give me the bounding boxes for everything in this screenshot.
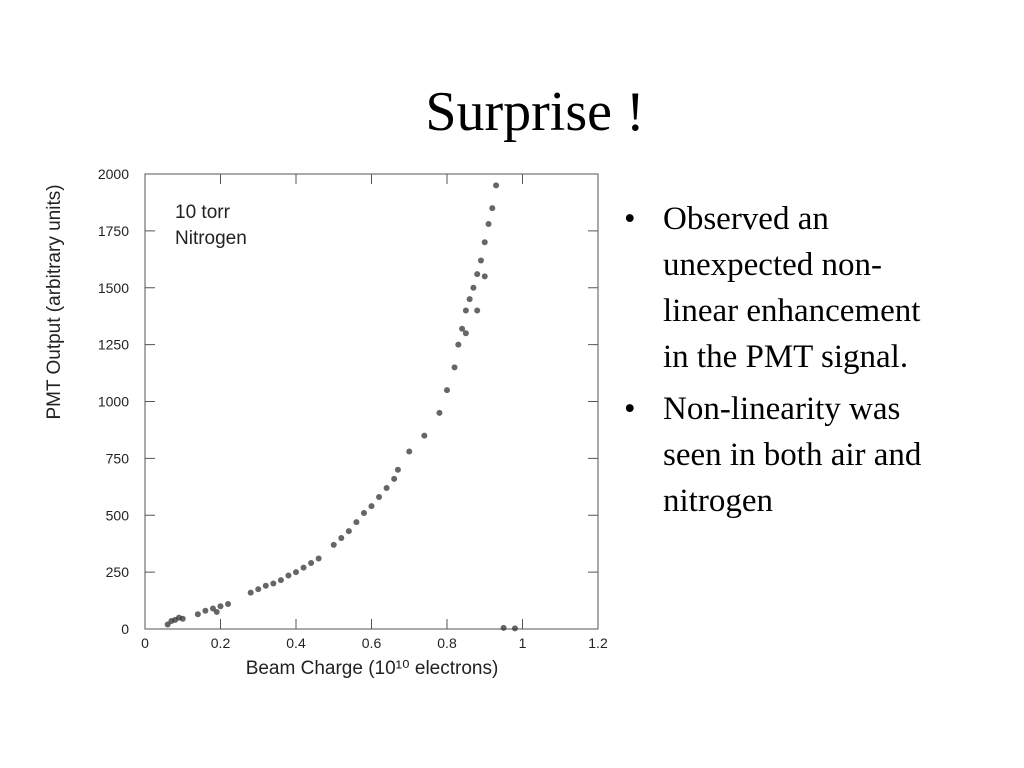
point <box>493 182 500 189</box>
point <box>225 600 232 607</box>
point <box>470 284 477 291</box>
x-tick-label: 0.2 <box>211 635 231 651</box>
point <box>270 580 277 587</box>
y-tick-label: 1250 <box>98 337 129 353</box>
x-tick-label: 0.6 <box>362 635 382 651</box>
point <box>293 569 299 576</box>
bullet: Non-linearity was seen in both air and n… <box>620 386 940 524</box>
point <box>308 560 315 567</box>
point <box>444 387 450 394</box>
point <box>285 572 292 579</box>
point <box>474 271 481 278</box>
point <box>462 307 469 314</box>
point <box>360 509 367 516</box>
point <box>213 608 220 615</box>
point <box>383 484 390 491</box>
point <box>368 503 375 510</box>
point <box>300 564 307 571</box>
point <box>338 535 345 541</box>
point <box>330 541 337 548</box>
point <box>202 607 209 614</box>
point <box>459 325 466 332</box>
point <box>451 364 458 371</box>
x-tick-label: 0.8 <box>437 635 457 651</box>
point <box>194 611 201 618</box>
point <box>489 205 496 212</box>
y-tick-label: 750 <box>106 450 130 466</box>
point <box>376 494 383 501</box>
point <box>247 589 254 596</box>
point <box>477 257 484 264</box>
point <box>481 239 488 246</box>
y-tick-label: 1750 <box>98 223 129 239</box>
bullet: Observed an unexpected non-linear enhanc… <box>620 196 940 380</box>
point <box>455 341 462 348</box>
point <box>511 625 518 632</box>
y-tick-label: 0 <box>121 621 129 637</box>
point <box>255 586 262 593</box>
bullet-list: Observed an unexpected non-linear enhanc… <box>620 196 940 530</box>
slide-title: Surprise ! <box>425 81 645 143</box>
point <box>345 528 352 535</box>
point <box>481 273 488 280</box>
point <box>217 603 224 610</box>
point <box>262 582 269 589</box>
point <box>485 221 492 228</box>
x-axis-label: Beam Charge (10¹⁰ electrons) <box>246 658 499 679</box>
x-tick-label: 0 <box>141 635 149 651</box>
y-tick-label: 1500 <box>98 280 129 296</box>
point <box>391 475 398 482</box>
y-axis-label: PMT Output (arbitrary units) <box>44 184 65 419</box>
y-tick-label: 250 <box>106 564 130 580</box>
point <box>179 615 186 622</box>
point <box>394 466 401 473</box>
point <box>406 448 413 455</box>
point <box>277 577 284 584</box>
point <box>421 432 428 439</box>
point <box>436 409 443 416</box>
annotation: 10 torr <box>175 202 231 223</box>
point <box>466 296 473 303</box>
y-tick-label: 500 <box>106 507 130 523</box>
x-tick-label: 1 <box>519 635 527 651</box>
point <box>462 330 469 337</box>
point <box>353 519 360 526</box>
annotation: Nitrogen <box>175 228 247 249</box>
point <box>500 624 507 631</box>
x-tick-label: 1.2 <box>588 635 608 651</box>
y-tick-label: 1000 <box>98 394 129 410</box>
y-tick-label: 2000 <box>98 166 129 182</box>
point <box>474 307 481 314</box>
point <box>315 555 322 562</box>
x-tick-label: 0.4 <box>286 635 306 651</box>
